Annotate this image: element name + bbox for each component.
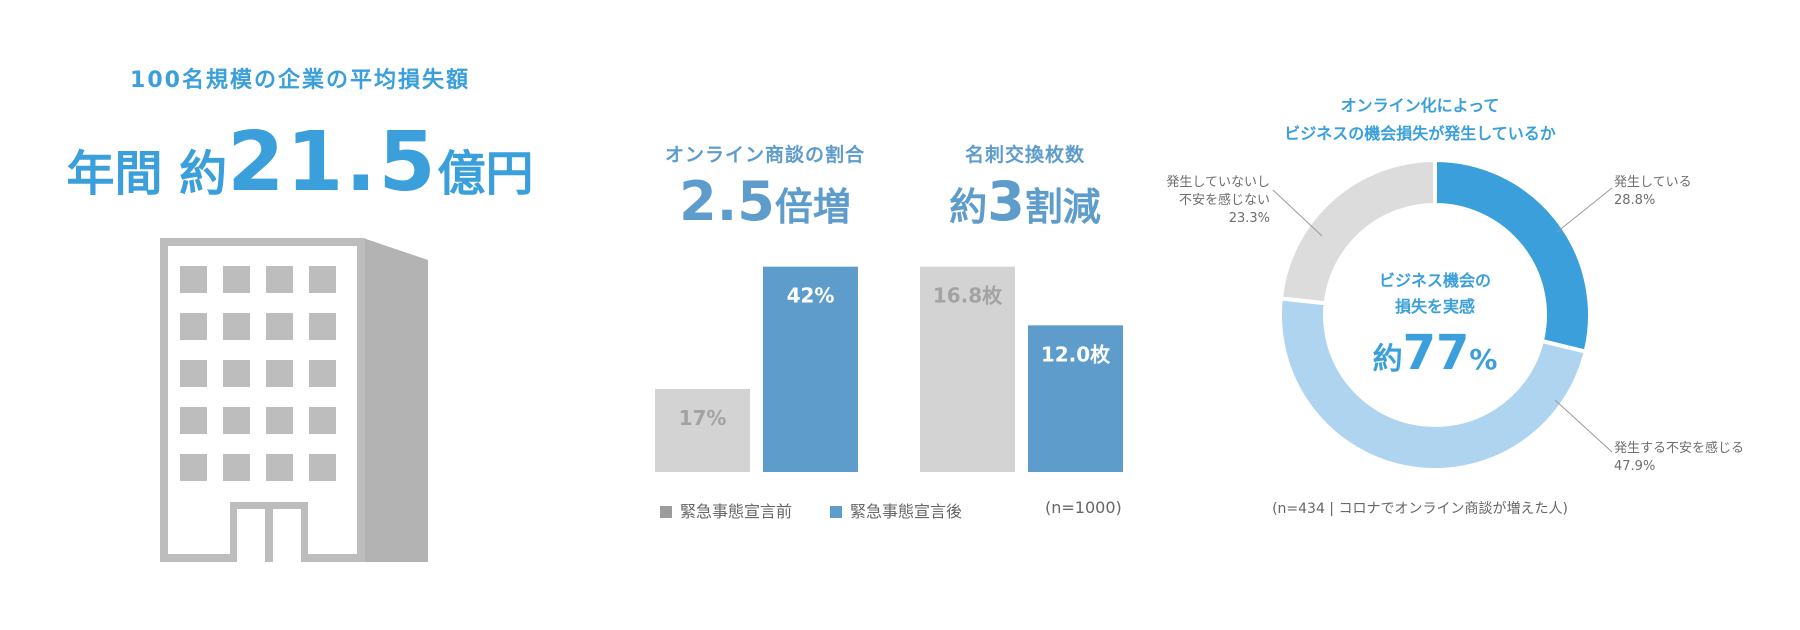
building-window — [309, 454, 336, 481]
donut-chart — [1278, 157, 1592, 472]
legend-after-label: 緊急事態宣言後 — [850, 502, 963, 521]
online-value-unit: 倍増 — [774, 185, 851, 229]
legend-before-label: 緊急事態宣言前 — [680, 502, 793, 521]
legend-after: 緊急事態宣言後 — [830, 498, 962, 522]
business-cards-bar-before — [920, 266, 1015, 472]
online-ratio-bar-label-after: 42% — [787, 284, 835, 308]
business-cards-bar-after — [1028, 325, 1123, 472]
cards-value: 約3割減 — [905, 170, 1145, 233]
donut-center-prefix: 約 — [1372, 342, 1403, 377]
building-window — [266, 407, 293, 434]
donut-center-line2: 損失を実感 — [1394, 297, 1475, 316]
slice-label-none: 発生していないし 不安を感じない 23.3% — [1120, 174, 1270, 228]
legend-before: 緊急事態宣言前 — [660, 498, 792, 522]
building-window — [266, 266, 293, 293]
donut-center-unit: % — [1469, 343, 1498, 376]
building-window — [223, 454, 250, 481]
building-window — [309, 313, 336, 340]
business-cards-bar-label-after: 12.0枚 — [1041, 342, 1111, 366]
donut-center-number: 77 — [1402, 325, 1470, 381]
building-window — [309, 407, 336, 434]
building-window — [180, 313, 207, 340]
bar-charts: 17% 42% 16.8枚 12.0枚 — [655, 266, 1123, 472]
slice-label-anxious-name: 発生する不安を感じる — [1614, 441, 1745, 456]
legend-before-swatch — [660, 506, 672, 518]
legend-n: (n=1000) — [1045, 498, 1122, 517]
building-window — [266, 360, 293, 387]
online-value: 2.5倍増 — [645, 170, 885, 233]
donut-title-line2: ビジネスの機会損失が発生しているか — [1284, 124, 1556, 143]
online-value-number: 2.5 — [679, 170, 775, 233]
building-window — [223, 266, 250, 293]
left-headline: 年間 約21.5億円 — [40, 115, 560, 210]
building-window — [266, 454, 293, 481]
building-window — [223, 360, 250, 387]
building-window — [180, 360, 207, 387]
building-icon — [160, 238, 428, 562]
online-ratio-bar-label-before: 17% — [679, 406, 727, 430]
cards-value-number: 3 — [987, 170, 1025, 233]
building-window — [266, 313, 293, 340]
slice-label-none-value: 23.3% — [1228, 211, 1270, 226]
cards-value-prefix: 約 — [949, 185, 988, 229]
donut-center-line1: ビジネス機会の — [1378, 271, 1491, 290]
building-window — [180, 454, 207, 481]
slice-label-anxious-value: 47.9% — [1614, 459, 1656, 474]
building-window — [180, 407, 207, 434]
cards-value-unit: 割減 — [1024, 185, 1101, 229]
online-ratio-bar-after — [763, 266, 858, 472]
left-value: 21.5 — [227, 115, 438, 210]
building-window — [309, 266, 336, 293]
donut-sample-note: (n=434 | コロナでオンライン商談が増えた人) — [1272, 501, 1568, 517]
donut-slice-occurring — [1433, 157, 1592, 355]
cards-title: 名刺交換枚数 — [964, 144, 1085, 166]
building-window — [223, 313, 250, 340]
building-window — [309, 360, 336, 387]
slice-label-occurring-name: 発生している — [1614, 175, 1692, 190]
donut-center-value: 約77% — [1345, 325, 1525, 381]
slice-label-anxious: 発生する不安を感じる 47.9% — [1614, 440, 1744, 476]
donut-slice-anxious — [1278, 296, 1589, 472]
legend-after-swatch — [830, 506, 842, 518]
donut-title-line1: オンライン化によって — [1340, 96, 1500, 115]
slice-label-none-name2: 不安を感じない — [1178, 193, 1270, 208]
building-window — [223, 407, 250, 434]
slice-label-occurring: 発生している 28.8% — [1614, 174, 1692, 210]
online-ratio-bar-before — [655, 388, 750, 472]
left-prefix: 年間 約 — [66, 146, 228, 202]
building-window — [180, 266, 207, 293]
business-cards-bar-label-before: 16.8枚 — [933, 284, 1003, 308]
left-unit: 億円 — [437, 146, 534, 202]
donut-center-text: ビジネス機会の 損失を実感 — [1345, 268, 1525, 320]
slice-label-none-name1: 発生していないし — [1166, 175, 1270, 190]
slice-label-occurring-value: 28.8% — [1614, 193, 1656, 208]
left-subtitle: 100名規模の企業の平均損失額 — [130, 68, 470, 93]
online-title: オンライン商談の割合 — [664, 144, 865, 166]
